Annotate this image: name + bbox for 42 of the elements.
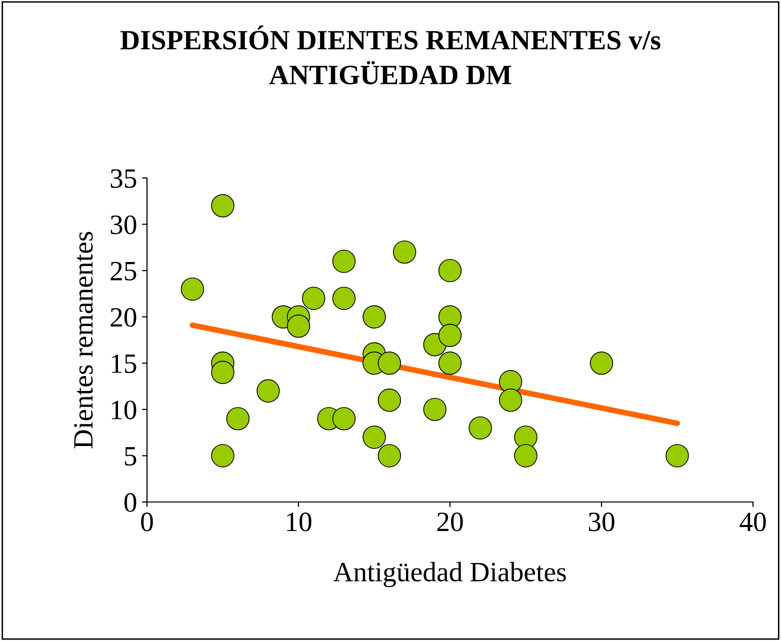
y-tick-label: 20	[110, 308, 136, 327]
point	[180, 277, 204, 301]
point	[438, 258, 462, 282]
y-tick-label: 5	[125, 447, 136, 466]
x-axis-title: Antigüedad Diabetes	[333, 562, 566, 588]
point	[332, 407, 356, 430]
y-tick-label: 15	[112, 354, 136, 374]
point	[392, 240, 416, 264]
point	[498, 388, 522, 412]
point	[362, 426, 386, 449]
y-tick-label: 25	[110, 262, 136, 280]
chart-title: DISPERSIÓN DIENTES REMANENTES v/s ANTIGÜEDAD DM	[120, 26, 660, 84]
point	[666, 444, 689, 468]
y-axis-title: Dientes remanentes	[74, 232, 93, 448]
point	[302, 286, 326, 310]
y-tick-label: 30	[110, 215, 136, 234]
point	[423, 398, 446, 422]
point	[362, 305, 386, 328]
point	[438, 352, 462, 375]
y-tick-label: 10	[112, 400, 136, 420]
point	[468, 416, 492, 440]
point	[590, 352, 614, 375]
point	[211, 194, 234, 218]
point	[378, 352, 402, 375]
point	[226, 407, 250, 430]
y-tick-label: 35	[110, 169, 136, 188]
point	[378, 444, 402, 468]
x-tick-label: 10	[287, 512, 312, 532]
point	[378, 388, 402, 412]
x-tick-label: 0	[141, 512, 153, 532]
point	[286, 314, 310, 338]
point	[514, 444, 538, 468]
x-tick-label: 40	[740, 512, 766, 532]
point	[438, 324, 462, 347]
point	[332, 250, 356, 273]
x-tick-label: 20	[437, 512, 463, 532]
x-tick-label: 30	[588, 512, 614, 532]
y-tick-label: 0	[124, 493, 136, 512]
point	[256, 379, 280, 403]
point	[332, 286, 356, 310]
point	[211, 444, 234, 468]
point	[211, 360, 234, 384]
